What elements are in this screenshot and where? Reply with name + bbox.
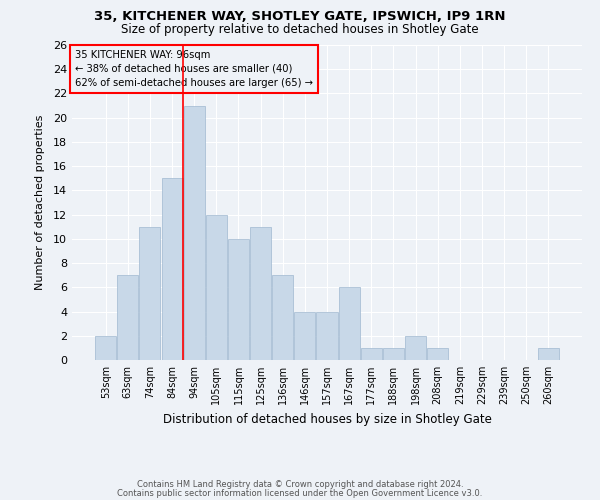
Text: Contains public sector information licensed under the Open Government Licence v3: Contains public sector information licen… (118, 488, 482, 498)
Bar (361, 348, 382, 360)
Bar (161, 178, 182, 360)
Text: 35, KITCHENER WAY, SHOTLEY GATE, IPSWICH, IP9 1RN: 35, KITCHENER WAY, SHOTLEY GATE, IPSWICH… (94, 10, 506, 23)
Bar (405, 336, 426, 360)
Bar (427, 348, 448, 360)
Bar (272, 275, 293, 360)
Bar (538, 348, 559, 360)
Bar (338, 288, 359, 360)
Bar (295, 312, 316, 360)
X-axis label: Distribution of detached houses by size in Shotley Gate: Distribution of detached houses by size … (163, 412, 491, 426)
Text: 35 KITCHENER WAY: 96sqm
← 38% of detached houses are smaller (40)
62% of semi-de: 35 KITCHENER WAY: 96sqm ← 38% of detache… (74, 50, 313, 88)
Bar (184, 106, 205, 360)
Bar (118, 275, 139, 360)
Bar (95, 336, 116, 360)
Bar (316, 312, 338, 360)
Bar (206, 214, 227, 360)
Text: Contains HM Land Registry data © Crown copyright and database right 2024.: Contains HM Land Registry data © Crown c… (137, 480, 463, 489)
Bar (383, 348, 404, 360)
Y-axis label: Number of detached properties: Number of detached properties (35, 115, 44, 290)
Bar (250, 226, 271, 360)
Bar (228, 239, 249, 360)
Text: Size of property relative to detached houses in Shotley Gate: Size of property relative to detached ho… (121, 22, 479, 36)
Bar (139, 226, 160, 360)
